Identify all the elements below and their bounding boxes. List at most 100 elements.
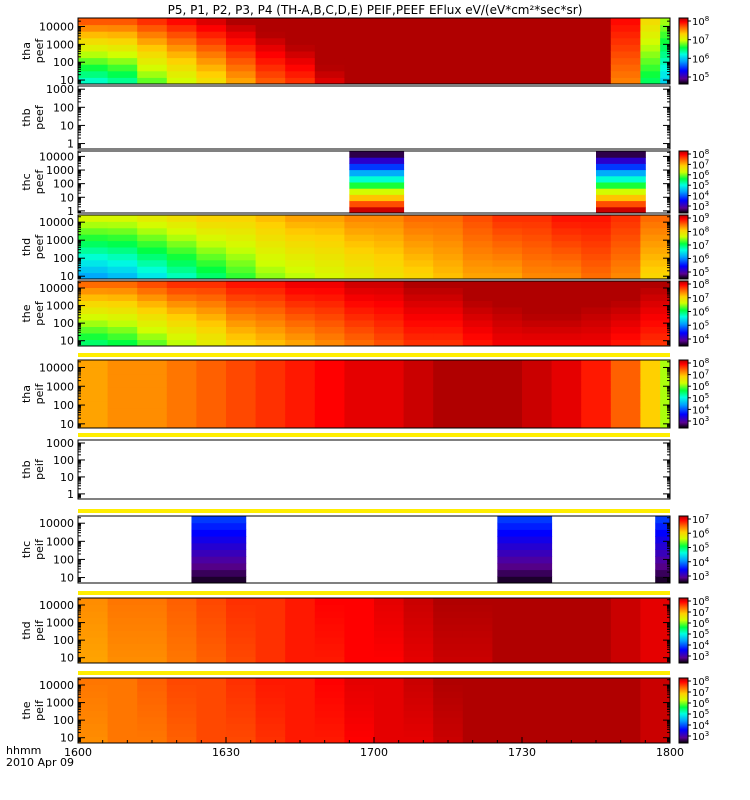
spectrogram-cell — [255, 717, 286, 724]
spectrogram-cell — [640, 300, 671, 308]
spectrogram-cell — [551, 77, 582, 85]
spectrogram-cell — [107, 387, 138, 395]
spectrogram-cell — [640, 637, 671, 644]
spectrogram-cell — [196, 650, 227, 657]
spectrogram-cell — [255, 630, 286, 638]
spectrogram-cell — [492, 704, 523, 711]
y-tick-label: 10 — [60, 119, 74, 132]
spectrogram-cell — [522, 710, 553, 718]
spectrogram-cell — [551, 272, 582, 280]
spectrogram-cell — [433, 307, 464, 314]
spectrogram-cell — [344, 253, 375, 261]
spectrogram-cell — [137, 360, 168, 368]
spectrogram-cell — [660, 44, 671, 52]
spectrogram-cell — [285, 281, 316, 288]
spectrogram-cell — [196, 697, 227, 705]
panel-ylabel-product: peef — [33, 234, 46, 260]
spectrogram-cell — [551, 24, 582, 32]
spectrogram-cell — [581, 697, 612, 705]
spectrogram-cell — [196, 294, 227, 301]
spectrogram-cell — [640, 24, 661, 32]
spectrogram-cell — [191, 516, 247, 524]
spectrogram-cell — [374, 394, 405, 402]
spectrogram-cell — [255, 31, 286, 39]
panel-frame — [77, 515, 671, 584]
spectrogram-cell — [551, 234, 582, 242]
spectrogram-cell — [492, 678, 523, 685]
panel-frame — [77, 150, 671, 214]
spectrogram-cell — [522, 64, 553, 72]
spectrogram-cell — [374, 215, 405, 222]
spectrogram-cell — [610, 421, 641, 429]
spectrogram-column — [492, 598, 523, 664]
spectrogram-cell — [581, 37, 612, 45]
spectrogram-cell — [551, 643, 582, 651]
spectrogram-cell — [462, 678, 493, 685]
spectrogram-cell — [314, 240, 345, 248]
spectrogram-cell — [581, 31, 612, 39]
spectrogram-cell — [344, 360, 375, 368]
spectrogram-cell — [255, 313, 286, 321]
spectrogram-cell — [551, 421, 582, 429]
spectrogram-cell — [522, 366, 553, 375]
spectrogram-cell — [433, 272, 464, 280]
spectrogram-cell — [226, 684, 257, 692]
spectrogram-cell — [166, 240, 197, 248]
colorbar-tick-label: 107 — [692, 239, 709, 252]
spectrogram-cell — [137, 684, 168, 692]
spectrogram-cell — [660, 31, 671, 39]
spectrogram-cell — [374, 227, 405, 235]
spectrogram-cell — [226, 643, 257, 651]
spectrogram-cell — [551, 339, 582, 347]
spectrogram-column — [522, 281, 553, 347]
spectrogram-cell — [226, 247, 257, 254]
spectrogram-column — [433, 18, 464, 85]
spectrogram-cell — [285, 380, 316, 388]
spectrogram-cell — [581, 44, 612, 52]
spectrogram-cell — [522, 723, 553, 731]
spectrogram-cell — [166, 400, 197, 409]
spectrogram-cell — [581, 717, 612, 724]
spectrogram-cell — [78, 624, 109, 631]
spectrogram-cell — [403, 643, 434, 651]
spectrogram-cell — [226, 326, 257, 334]
spectrogram-cell — [226, 624, 257, 631]
spectrogram-cell — [581, 51, 612, 59]
spectrogram-cell — [107, 294, 138, 301]
spectrogram-cell — [314, 37, 345, 45]
spectrogram-cell — [285, 18, 316, 26]
spectrogram-cell — [191, 569, 247, 577]
spectrogram-cell — [640, 266, 671, 274]
spectrogram-cell — [374, 717, 405, 724]
spectrogram-cell — [137, 643, 168, 651]
spectrogram-cell — [551, 400, 582, 409]
spectrogram-cell — [344, 730, 375, 737]
spectrogram-cell — [522, 31, 553, 39]
spectrogram-cell — [610, 313, 641, 321]
spectrogram-cell — [462, 380, 493, 388]
spectrogram-cell — [610, 333, 641, 340]
spectrogram-cell — [403, 611, 434, 618]
spectrogram-cell — [551, 51, 582, 59]
spectrogram-cell — [78, 630, 109, 638]
spectrogram-cell — [344, 604, 375, 612]
spectrogram-cell — [226, 64, 257, 72]
spectrogram-cell — [255, 360, 286, 368]
spectrogram-cell — [433, 18, 464, 26]
spectrogram-cell — [314, 643, 345, 651]
spectrogram-cell — [166, 380, 197, 388]
spectrogram-cell — [522, 380, 553, 388]
spectrogram-cell — [610, 247, 641, 254]
spectrogram-cell — [660, 77, 671, 85]
spectrogram-cell — [314, 259, 345, 267]
spectrogram-column — [374, 678, 405, 744]
spectrogram-cell — [314, 339, 345, 347]
spectrogram-cell — [166, 24, 197, 32]
spectrogram-cell — [107, 18, 138, 26]
spectrogram-cell — [403, 24, 434, 32]
spectrogram-cell — [226, 394, 257, 402]
spectrogram-cell — [285, 710, 316, 718]
spectrogram-cell — [640, 394, 661, 402]
spectrogram-cell — [285, 366, 316, 375]
